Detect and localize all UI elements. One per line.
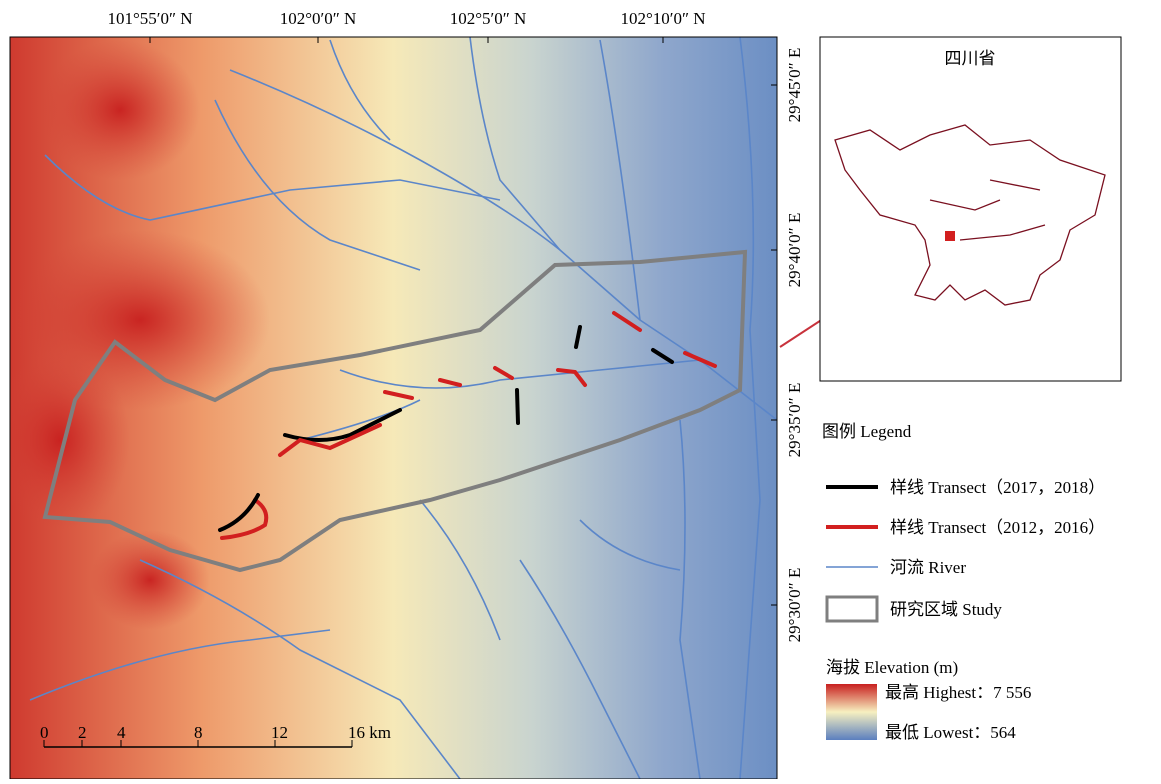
legend-item: 样线 Transect（2012，2016）	[890, 518, 1105, 537]
legend-item: 样线 Transect（2017，2018）	[890, 478, 1105, 497]
elevation-high: 最高 Highest：7 556	[885, 683, 1031, 702]
legend-symbol	[827, 597, 877, 621]
longitude-label: 102°0′0″ N	[280, 9, 357, 28]
elevation-title: 海拔 Elevation (m)	[826, 658, 958, 677]
longitude-label: 102°10′0″ N	[620, 9, 705, 28]
scale-label: 8	[194, 723, 203, 742]
location-marker	[945, 231, 955, 241]
scale-label: 12	[271, 723, 288, 742]
longitude-label: 102°5′0″ N	[450, 9, 527, 28]
scale-label: 16 km	[348, 723, 391, 742]
scale-label: 0	[40, 723, 49, 742]
legend-item: 河流 River	[890, 558, 966, 577]
legend-item: 研究区域 Study	[890, 600, 1002, 619]
inset-title: 四川省	[945, 49, 996, 68]
longitude-label: 101°55′0″ N	[107, 9, 192, 28]
latitude-label: 29°45′0″ E	[785, 48, 804, 123]
latitude-label: 29°40′0″ E	[785, 213, 804, 288]
legend-title: 图例 Legend	[822, 422, 912, 441]
transect-black	[517, 390, 518, 423]
map-body: 0 2 4 8 12 16 km	[0, 37, 777, 779]
figure: 0 2 4 8 12 16 km 101°55′0″ N 102°0′0″ N 102°5′0…	[0, 0, 1161, 779]
scale-label: 2	[78, 723, 87, 742]
latitude-label: 29°30′0″ E	[785, 568, 804, 643]
scale-label: 4	[117, 723, 126, 742]
high-area	[90, 530, 210, 630]
high-area	[40, 40, 200, 180]
elevation-low: 最低 Lowest：564	[885, 723, 1016, 742]
elevation-ramp	[826, 684, 877, 740]
latitude-label: 29°35′0″ E	[785, 383, 804, 458]
